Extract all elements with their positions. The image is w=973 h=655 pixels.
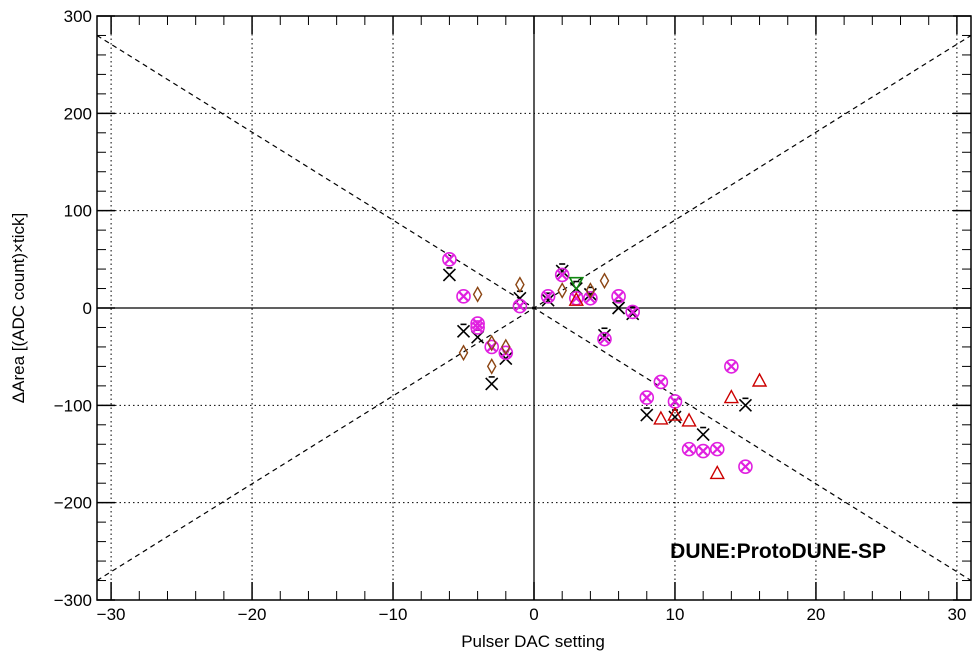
y-tick-label: 0: [83, 299, 92, 318]
x-tick-label: −20: [238, 605, 267, 624]
x-tick-label: 30: [947, 605, 966, 624]
marker-circle-x: [625, 304, 640, 320]
x-axis-title: Pulser DAC setting: [461, 632, 605, 651]
x-tick-label: −30: [97, 605, 126, 624]
marker-triangle-down: [568, 276, 585, 292]
marker-circle-x: [470, 320, 485, 335]
marker-circle-x: [442, 252, 457, 267]
x-tick-label: 0: [529, 605, 538, 624]
marker-circle-x: [639, 390, 655, 405]
marker-circle-x: [456, 289, 471, 304]
marker-x: [738, 397, 753, 412]
marker-triangle: [709, 464, 725, 480]
marker-triangle: [751, 372, 768, 387]
y-tick-label: 300: [64, 7, 92, 26]
data-points: [442, 252, 768, 480]
marker-circle-x: [709, 441, 725, 457]
marker-circle-x: [554, 267, 570, 283]
marker-triangle: [653, 410, 669, 425]
dune-watermark: DUNE:ProtoDUNE-SP: [670, 540, 886, 563]
marker-triangle: [681, 412, 697, 427]
y-tick-label: −100: [54, 396, 92, 415]
marker-diamond: [585, 282, 596, 299]
marker-triangle: [667, 406, 683, 421]
marker-x: [442, 267, 456, 282]
x-tick-label: 20: [806, 605, 825, 624]
y-tick-label: 100: [64, 202, 92, 221]
marker-x: [612, 300, 626, 315]
marker-circle-x: [611, 289, 626, 304]
marker-x: [597, 327, 612, 342]
y-axis-title: ΔArea [(ADC count)×tick]: [9, 213, 28, 403]
marker-circle-x: [653, 374, 669, 390]
x-tick-label: −10: [379, 605, 408, 624]
marker-diamond: [458, 344, 469, 362]
axis-ticks: [97, 15, 971, 601]
marker-circle-x: [738, 459, 753, 474]
marker-circle-x: [667, 394, 683, 409]
y-tick-label: −200: [54, 494, 92, 513]
marker-diamond: [501, 338, 511, 356]
marker-diamond: [557, 282, 567, 299]
y-tick-label: 200: [64, 104, 92, 123]
marker-diamond: [486, 334, 497, 352]
marker-x: [555, 263, 569, 278]
marker-circle-x: [484, 339, 500, 355]
marker-circle-x: [695, 443, 711, 459]
marker-circle-x: [681, 441, 697, 457]
marker-triangle: [568, 291, 584, 306]
marker-x: [485, 376, 499, 391]
x-tick-label: 10: [666, 605, 685, 624]
marker-x: [640, 407, 654, 422]
marker-circle-x: [597, 331, 612, 347]
marker-x: [668, 409, 682, 424]
marker-circle-x: [470, 316, 485, 331]
marker-circle-x: [540, 289, 556, 304]
marker-diamond: [599, 272, 610, 290]
y-tick-label: −300: [54, 591, 92, 610]
marker-circle-x: [724, 359, 739, 374]
marker-diamond: [486, 357, 497, 375]
marker-x: [456, 323, 471, 338]
zero-axis-lines: [97, 16, 971, 600]
marker-triangle: [723, 389, 740, 404]
marker-diamond: [515, 276, 525, 294]
marker-diamond: [472, 285, 483, 303]
marker-circle-x: [512, 298, 528, 314]
marker-x: [696, 426, 710, 442]
